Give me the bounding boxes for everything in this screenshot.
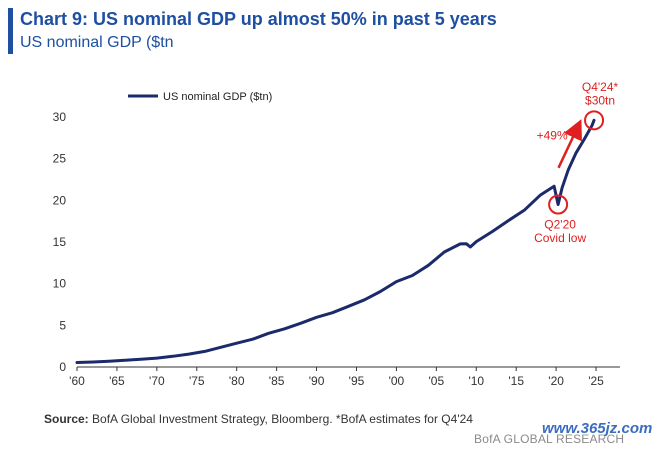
x-tick-label: '65 xyxy=(109,374,125,388)
x-tick-label: '95 xyxy=(349,374,365,388)
highlight-circle xyxy=(584,110,605,131)
y-tick-label: 20 xyxy=(53,193,67,207)
source-label: Source: xyxy=(44,412,89,426)
annotation-label: +49% xyxy=(537,129,568,143)
annotation-label: $30tn xyxy=(585,94,615,108)
y-tick-label: 0 xyxy=(59,360,66,374)
x-tick-label: '00 xyxy=(389,374,405,388)
annotation-label: Q2'20 xyxy=(544,218,576,232)
chart-title: Chart 9: US nominal GDP up almost 50% in… xyxy=(20,9,497,29)
x-tick-label: '15 xyxy=(508,374,524,388)
y-tick-label: 15 xyxy=(53,235,67,249)
x-tick-label: '60 xyxy=(69,374,85,388)
x-tick-label: '70 xyxy=(149,374,165,388)
x-tick-label: '75 xyxy=(189,374,205,388)
x-tick-label: '05 xyxy=(429,374,445,388)
y-tick-label: 30 xyxy=(53,110,67,124)
y-tick-label: 25 xyxy=(53,152,67,166)
x-tick-label: '10 xyxy=(468,374,484,388)
title-accent-bar xyxy=(8,8,13,54)
x-tick-label: '80 xyxy=(229,374,245,388)
x-tick-label: '90 xyxy=(309,374,325,388)
watermark: www.365jz.com xyxy=(542,420,653,437)
x-tick-label: '25 xyxy=(588,374,604,388)
x-tick-label: '85 xyxy=(269,374,285,388)
growth-arrow xyxy=(557,119,582,169)
x-tick-label: '20 xyxy=(548,374,564,388)
y-tick-label: 10 xyxy=(53,277,67,291)
gdp-series-line xyxy=(75,118,596,364)
annotation-label: Covid low xyxy=(534,231,586,245)
gdp-line-chart: '60 '65 '70 '75 '80 '85 '90 '95 '00 '05 '10 '15 '20 '… xyxy=(53,80,620,388)
annotation-label: Q4'24* xyxy=(582,80,619,94)
branding-text: BofA GLOBAL RESEARCH xyxy=(474,432,625,446)
chart-subtitle: US nominal GDP ($tn xyxy=(20,34,174,51)
source-text: BofA Global Investment Strategy, Bloombe… xyxy=(88,412,473,426)
highlight-circle xyxy=(548,194,569,215)
source-note: Source: BofA Global Investment Strategy,… xyxy=(44,412,473,426)
y-tick-label: 5 xyxy=(59,318,66,332)
legend-label: US nominal GDP ($tn) xyxy=(163,91,272,103)
